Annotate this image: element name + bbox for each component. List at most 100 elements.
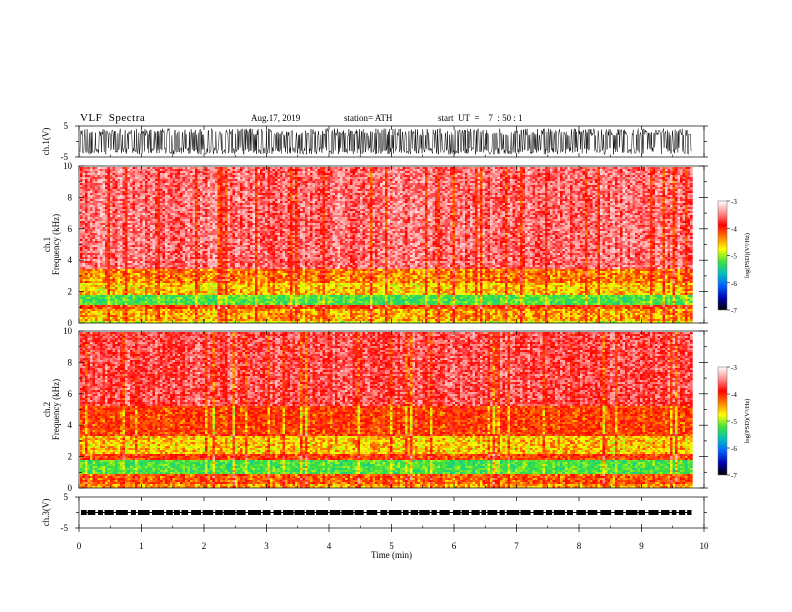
psd-cell — [495, 197, 498, 200]
psd-cell — [335, 169, 338, 172]
psd-cell — [322, 177, 326, 180]
psd-cell — [670, 179, 673, 182]
psd-cell — [465, 201, 468, 204]
psd-cell — [652, 199, 656, 202]
psd-cell — [362, 199, 366, 202]
psd-cell — [617, 201, 621, 204]
psd-cell — [670, 177, 673, 180]
psd-cell — [127, 167, 131, 170]
psd-cell — [577, 199, 581, 202]
psd-cell — [265, 185, 268, 188]
psd-cell — [490, 179, 493, 182]
psd-cell — [290, 171, 293, 174]
psd-cell — [237, 199, 241, 202]
psd-cell — [630, 185, 633, 188]
psd-cell — [140, 203, 143, 206]
psd-cell — [527, 197, 531, 200]
psd-cell — [182, 193, 186, 196]
psd-cell — [475, 177, 478, 180]
psd-cell — [327, 201, 331, 204]
psd-cell — [162, 183, 166, 186]
psd-cell — [210, 187, 213, 190]
psd-cell — [442, 197, 446, 200]
psd-cell — [502, 167, 506, 170]
psd-cell — [497, 199, 501, 202]
psd-cell — [670, 169, 673, 172]
psd-cell — [207, 199, 211, 202]
psd-cell — [392, 203, 396, 206]
psd-cell — [625, 183, 628, 186]
psd-cell — [652, 193, 656, 196]
psd-cell — [262, 195, 266, 198]
psd-cell — [605, 175, 608, 178]
psd-cell — [545, 203, 548, 206]
psd-cell — [552, 195, 556, 198]
psd-cell — [292, 191, 296, 194]
psd-cell — [432, 167, 436, 170]
psd-cell — [147, 193, 151, 196]
psd-cell — [650, 201, 653, 204]
psd-cell — [372, 171, 376, 174]
psd-cell — [390, 177, 393, 180]
psd-cell — [242, 171, 246, 174]
psd-cell — [270, 201, 273, 204]
psd-cell — [427, 177, 431, 180]
psd-cell — [690, 187, 693, 190]
psd-cell — [410, 195, 413, 198]
psd-cell — [420, 189, 423, 192]
psd-cell — [237, 193, 241, 196]
psd-cell — [107, 171, 111, 174]
psd-cell — [265, 169, 268, 172]
psd-cell — [362, 179, 366, 182]
psd-cell — [192, 191, 196, 194]
psd-cell — [247, 195, 251, 198]
psd-cell — [127, 207, 131, 210]
psd-cell — [102, 167, 106, 170]
psd-cell — [685, 167, 688, 170]
psd-cell — [295, 179, 298, 182]
psd-cell — [245, 187, 248, 190]
psd-cell — [402, 199, 406, 202]
psd-cell — [230, 185, 233, 188]
psd-cell — [640, 171, 643, 174]
psd-cell — [140, 201, 143, 204]
psd-cell — [682, 187, 686, 190]
psd-cell — [297, 177, 301, 180]
psd-cell — [520, 169, 523, 172]
psd-cell — [207, 189, 211, 192]
psd-cell — [600, 169, 603, 172]
psd-cell — [342, 187, 346, 190]
psd-cell — [140, 183, 143, 186]
psd-cell — [362, 193, 366, 196]
psd-cell — [290, 187, 293, 190]
psd-cell — [337, 175, 341, 178]
psd-cell — [512, 171, 516, 174]
psd-cell — [517, 175, 521, 178]
psd-cell — [502, 199, 506, 202]
psd-cell — [205, 191, 208, 194]
psd-cell — [457, 183, 461, 186]
psd-cell — [120, 197, 123, 200]
psd-cell — [672, 169, 676, 172]
psd-cell — [162, 207, 166, 210]
psd-cell — [225, 207, 228, 210]
psd-cell — [260, 187, 263, 190]
psd-cell — [417, 167, 421, 170]
psd-cell — [572, 191, 576, 194]
psd-cell — [170, 187, 173, 190]
psd-cell — [412, 183, 416, 186]
psd-cell — [387, 201, 391, 204]
psd-cell — [475, 181, 478, 184]
psd-cell — [582, 171, 586, 174]
psd-cell — [607, 183, 611, 186]
psd-cell — [142, 205, 146, 208]
psd-cell — [500, 201, 503, 204]
psd-cell — [542, 195, 546, 198]
psd-cell — [187, 201, 191, 204]
psd-cell — [597, 167, 601, 170]
psd-cell — [140, 189, 143, 192]
psd-cell — [545, 197, 548, 200]
psd-cell — [197, 205, 201, 208]
psd-cell — [615, 181, 618, 184]
psd-cell — [467, 191, 471, 194]
